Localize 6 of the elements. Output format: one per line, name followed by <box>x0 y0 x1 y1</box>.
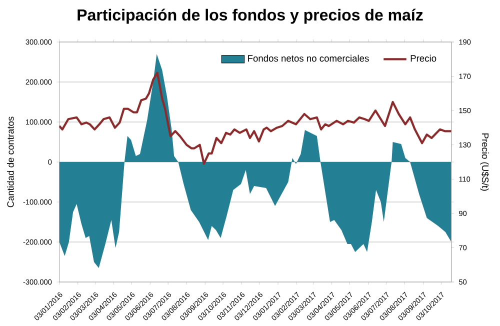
y2-axis-title: Precio (U$S/t) <box>480 133 489 191</box>
line-series <box>59 72 452 165</box>
y-axis-title: Cantidad de contratos <box>7 116 14 208</box>
legend-label: Fondos netos no comerciales <box>248 54 369 62</box>
legend-label: Precio <box>410 54 436 62</box>
chart-title: Participación de los fondos y precios de maíz <box>78 8 423 24</box>
